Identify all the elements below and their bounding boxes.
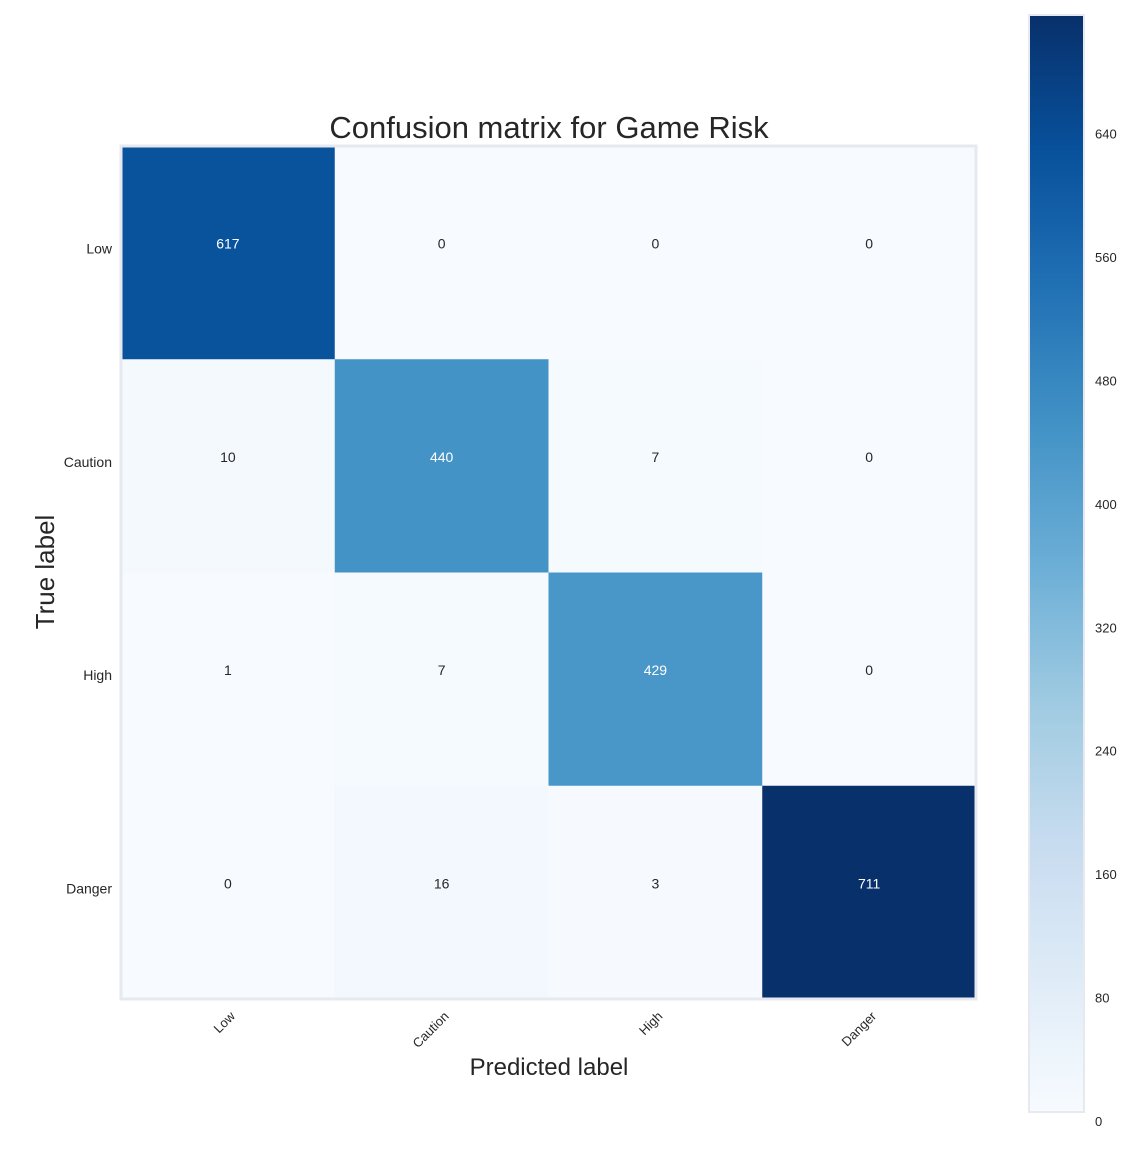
heatmap-cell-danger-caution xyxy=(334,785,549,1000)
cell-value-label: 10 xyxy=(220,449,236,465)
heatmap-cell-caution-high xyxy=(548,359,763,573)
colorbar-gradient xyxy=(1028,14,1085,1113)
heatmap-cell-low-caution xyxy=(334,146,549,360)
colorbar-tick-label: 160 xyxy=(1095,867,1117,882)
plot-frame xyxy=(119,144,978,1001)
y-tick-label-caution: Caution xyxy=(64,454,112,470)
colorbar-tick-label: 0 xyxy=(1095,1114,1102,1129)
x-tick-labels: Low Caution High Danger xyxy=(211,1008,880,1051)
heatmap-cell-caution-caution xyxy=(334,359,549,573)
cell-value-label: 429 xyxy=(644,662,668,678)
cell-value-label: 7 xyxy=(438,662,446,678)
heatmap-cell-low-danger xyxy=(762,146,977,360)
x-tick-label-low: Low xyxy=(211,1008,239,1036)
heatmap-cell-low-low xyxy=(121,146,336,360)
x-tick-label-high: High xyxy=(636,1009,666,1039)
chart-title: Confusion matrix for Game Risk xyxy=(329,110,769,145)
cell-value-labels: 617 0 0 0 10 440 7 0 1 7 429 0 0 16 3 711 xyxy=(216,236,880,892)
heatmap-cell-caution-low xyxy=(121,359,336,573)
cell-value-label: 1 xyxy=(224,662,232,678)
cell-value-label: 0 xyxy=(651,236,659,252)
heatmap-cell-high-high xyxy=(548,572,763,787)
cell-value-label: 0 xyxy=(865,236,873,252)
colorbar-tick-labels: 0 80 160 240 320 400 480 560 640 xyxy=(1095,127,1117,1129)
heatmap-cell-danger-danger xyxy=(762,785,977,1000)
cell-value-label: 0 xyxy=(438,236,446,252)
cell-value-label: 617 xyxy=(216,236,240,252)
y-tick-labels: Low Caution High Danger xyxy=(64,241,113,897)
cell-value-label: 0 xyxy=(865,449,873,465)
heatmap-cells xyxy=(121,146,977,1000)
heatmap-cell-low-high xyxy=(548,146,763,360)
cell-value-label: 7 xyxy=(651,449,659,465)
colorbar-tick-label: 240 xyxy=(1095,744,1117,759)
cell-value-label: 16 xyxy=(434,875,450,891)
y-tick-label-danger: Danger xyxy=(66,880,112,896)
cell-value-label: 0 xyxy=(865,662,873,678)
colorbar-tick-label: 80 xyxy=(1095,991,1109,1006)
cell-value-label: 711 xyxy=(858,875,881,891)
cell-value-label: 440 xyxy=(430,449,454,465)
colorbar-tick-label: 560 xyxy=(1095,250,1117,265)
heatmap-cell-high-caution xyxy=(334,572,549,787)
x-axis-label: Predicted label xyxy=(470,1054,629,1081)
colorbar: 0 80 160 240 320 400 480 560 640 xyxy=(1028,14,1117,1129)
heatmap-cell-caution-danger xyxy=(762,359,977,573)
y-tick-label-high: High xyxy=(83,667,112,683)
heatmap-cell-high-danger xyxy=(762,572,977,787)
heatmap-cell-danger-low xyxy=(121,785,336,1000)
colorbar-tick-label: 480 xyxy=(1095,373,1117,388)
colorbar-tick-label: 640 xyxy=(1095,127,1117,142)
y-tick-label-low: Low xyxy=(86,241,113,257)
heatmap-cell-high-low xyxy=(121,572,336,787)
x-tick-label-danger: Danger xyxy=(838,1008,879,1049)
colorbar-tick-label: 320 xyxy=(1095,620,1117,635)
heatmap-cell-danger-high xyxy=(548,785,763,1000)
cell-value-label: 0 xyxy=(224,875,232,891)
y-axis-label: True label xyxy=(30,515,60,630)
cell-value-label: 3 xyxy=(651,875,659,891)
x-tick-label-caution: Caution xyxy=(409,1009,451,1051)
colorbar-tick-label: 400 xyxy=(1095,497,1117,512)
